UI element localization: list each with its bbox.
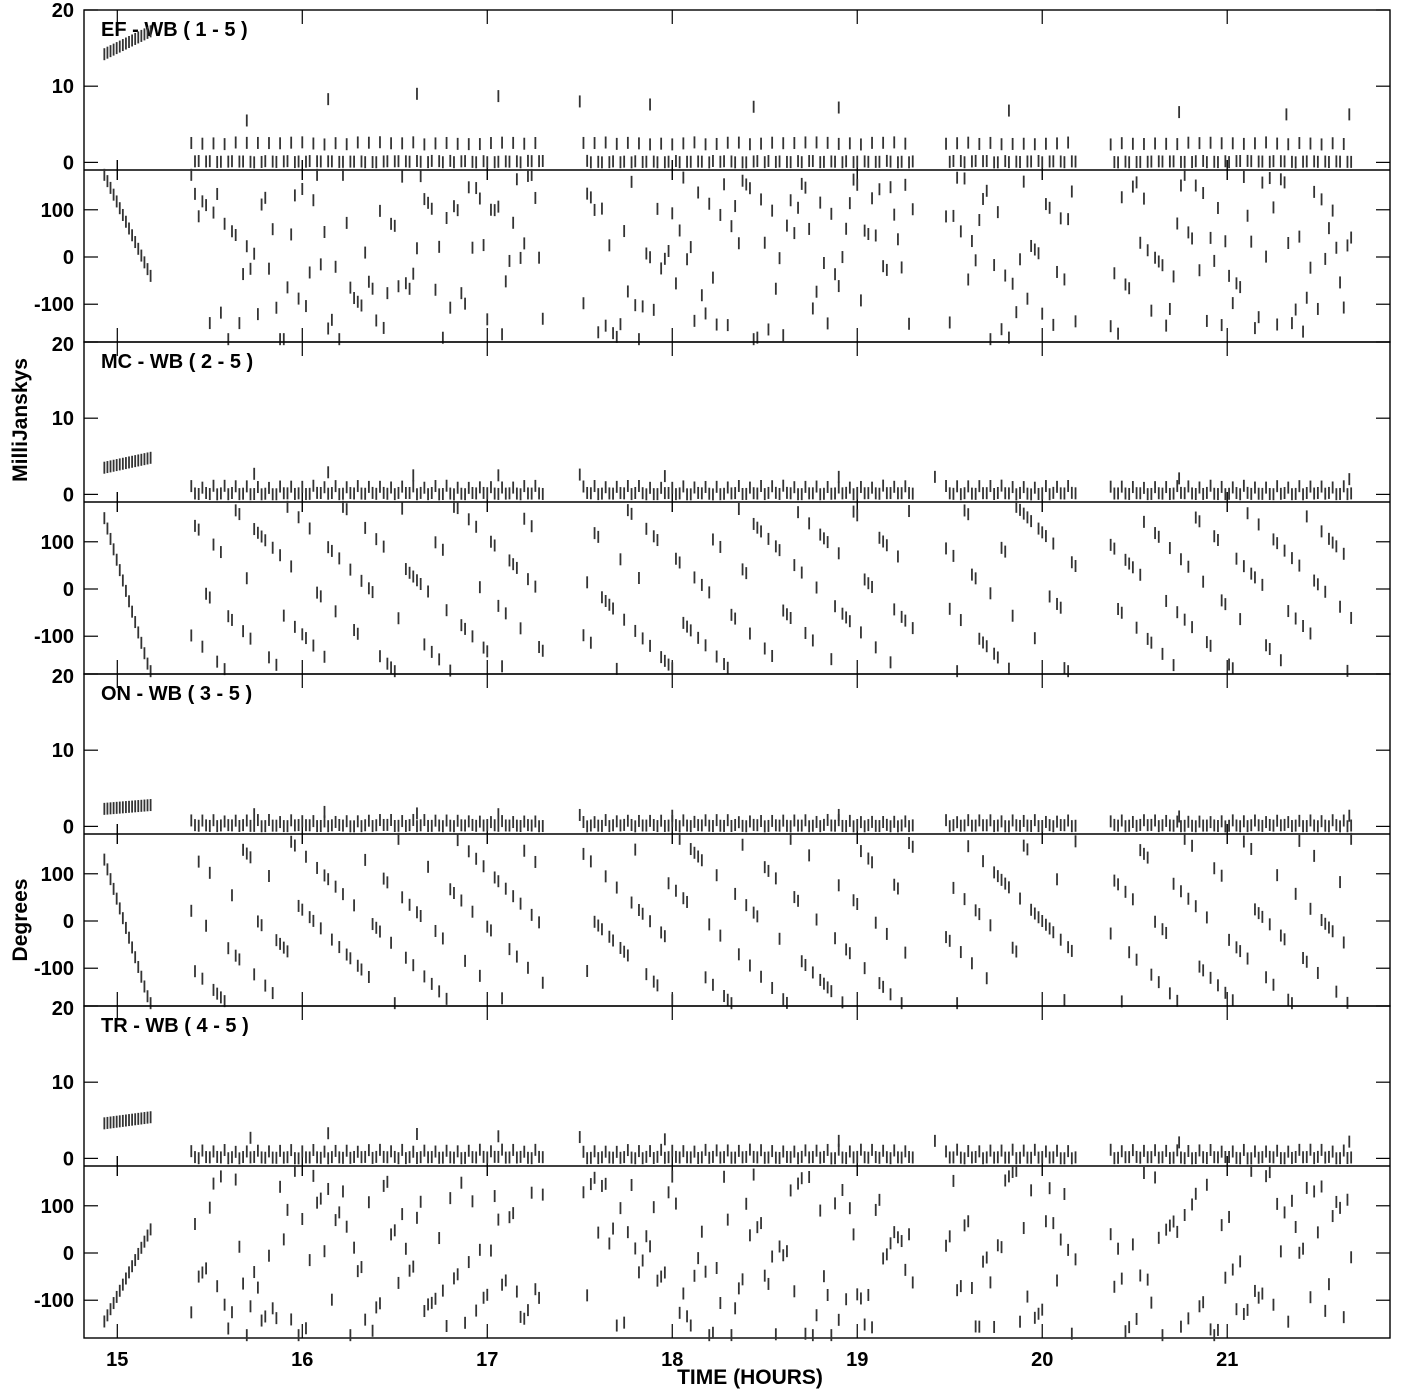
phase-tick-label: -100	[34, 626, 74, 648]
panel-title: TR - WB ( 4 - 5 )	[101, 1015, 249, 1037]
data-marks	[103, 25, 1353, 346]
phase-tick-label: 0	[63, 247, 74, 269]
phase-tick-label: 0	[63, 1243, 74, 1265]
phase-tick-label: 100	[41, 200, 74, 222]
panel-title: MC - WB ( 2 - 5 )	[101, 351, 253, 373]
panel-frame	[83, 1005, 1391, 1339]
x-tick-label: 16	[291, 1349, 313, 1371]
phase-tick-label: 100	[41, 1196, 74, 1218]
x-tick-label: 17	[476, 1349, 498, 1371]
x-tick-label: 20	[1031, 1349, 1053, 1371]
x-tick-label: 18	[661, 1349, 683, 1371]
amp-tick-label: 20	[52, 666, 74, 688]
amp-tick-label: 0	[63, 1148, 74, 1170]
x-tick-label: 19	[846, 1349, 868, 1371]
phase-tick-label: -100	[34, 1290, 74, 1312]
data-marks	[103, 799, 1353, 1010]
amp-tick-label: 20	[52, 998, 74, 1020]
panel-title: EF - WB ( 1 - 5 )	[101, 19, 248, 41]
amp-tick-label: 10	[52, 1072, 74, 1094]
amp-tick-label: 20	[52, 334, 74, 356]
ylabel-phase: Degrees	[9, 879, 32, 962]
phase-tick-label: 0	[63, 579, 74, 601]
phase-tick-label: 0	[63, 911, 74, 933]
phase-tick-label: -100	[34, 294, 74, 316]
phase-tick-label: -100	[34, 958, 74, 980]
x-tick-label: 21	[1216, 1349, 1238, 1371]
panel-title: ON - WB ( 3 - 5 )	[101, 683, 252, 705]
panel-frame	[83, 673, 1391, 1007]
ylabel-amplitude: MilliJanskys	[9, 358, 32, 482]
amp-tick-label: 20	[52, 0, 74, 22]
panel-frame	[83, 341, 1391, 675]
amp-tick-label: 0	[63, 816, 74, 838]
panel-frame	[83, 9, 1391, 343]
phase-tick-label: 100	[41, 864, 74, 886]
data-marks	[103, 451, 1353, 678]
amp-tick-label: 0	[63, 484, 74, 506]
amp-tick-label: 10	[52, 76, 74, 98]
xlabel: TIME (HOURS)	[677, 1366, 823, 1389]
amp-tick-label: 10	[52, 408, 74, 430]
data-marks	[103, 1111, 1353, 1342]
phase-tick-label: 100	[41, 532, 74, 554]
x-tick-label: 15	[106, 1349, 128, 1371]
amp-tick-label: 10	[52, 740, 74, 762]
amp-tick-label: 0	[63, 152, 74, 174]
